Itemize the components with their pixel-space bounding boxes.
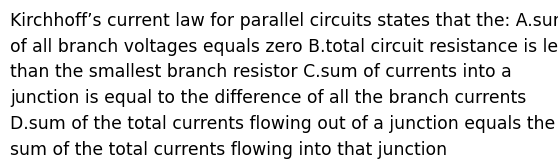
Text: Kirchhoff’s current law for parallel circuits states that the: A.sum: Kirchhoff’s current law for parallel cir… <box>10 12 558 30</box>
Text: sum of the total currents flowing into that junction: sum of the total currents flowing into t… <box>10 141 447 159</box>
Text: junction is equal to the difference of all the branch currents: junction is equal to the difference of a… <box>10 89 526 107</box>
Text: D.sum of the total currents flowing out of a junction equals the: D.sum of the total currents flowing out … <box>10 115 555 133</box>
Text: than the smallest branch resistor C.sum of currents into a: than the smallest branch resistor C.sum … <box>10 63 512 81</box>
Text: of all branch voltages equals zero B.total circuit resistance is less: of all branch voltages equals zero B.tot… <box>10 38 558 56</box>
